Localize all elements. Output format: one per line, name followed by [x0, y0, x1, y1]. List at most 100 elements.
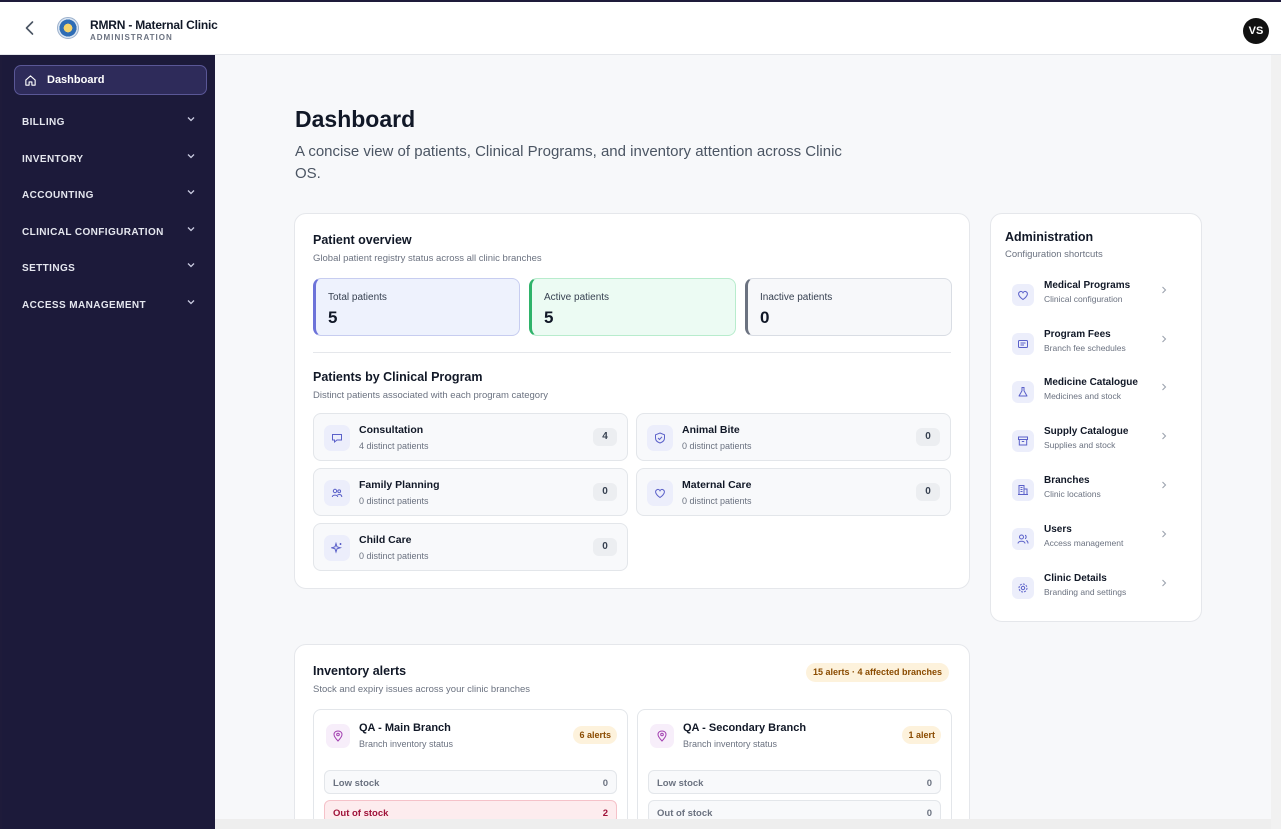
chevron-down-icon: [187, 300, 195, 305]
program-animal-bite[interactable]: Animal Bite 0 distinct patients 0: [636, 413, 951, 461]
home-icon: [25, 75, 36, 86]
horizontal-scrollbar[interactable]: [215, 819, 1271, 829]
stat-value: 5: [328, 308, 338, 327]
branch-card-secondary[interactable]: QA - Secondary Branch Branch inventory s…: [637, 709, 952, 829]
low-stock-row: Low stock 0: [324, 770, 617, 794]
program-desc: 0 distinct patients: [359, 551, 429, 561]
branch-alert-badge: 6 alerts: [573, 726, 617, 744]
stat-label: Total patients: [328, 292, 387, 303]
card-subtitle: Global patient registry status across al…: [313, 253, 542, 264]
admin-link-name: Medical Programs: [1044, 280, 1131, 291]
administration-card: Administration Configuration shortcuts M…: [990, 213, 1202, 622]
family-icon: [324, 480, 350, 506]
row-label: Low stock: [333, 778, 380, 789]
program-family-planning[interactable]: Family Planning 0 distinct patients 0: [313, 468, 628, 516]
shield-icon: [647, 425, 673, 451]
sidebar-section-access-management[interactable]: ACCESS MANAGEMENT: [22, 295, 202, 313]
program-count: 0: [593, 538, 617, 556]
admin-link-name: Branches: [1044, 475, 1090, 486]
program-child-care[interactable]: Child Care 0 distinct patients 0: [313, 523, 628, 571]
page-title: Dashboard: [295, 106, 416, 132]
program-count: 0: [593, 483, 617, 501]
admin-link-users[interactable]: Users Access management: [1004, 520, 1176, 560]
row-label: Out of stock: [333, 808, 389, 819]
branch-alert-badge: 1 alert: [902, 726, 941, 744]
admin-link-desc: Access management: [1044, 538, 1124, 548]
map-pin-icon: [326, 724, 350, 748]
row-value: 2: [602, 808, 608, 819]
low-stock-row: Low stock 0: [648, 770, 941, 794]
sidebar-section-inventory[interactable]: INVENTORY: [22, 149, 202, 167]
program-count: 4: [593, 428, 617, 446]
inventory-alerts-card: Inventory alerts Stock and expiry issues…: [294, 644, 970, 829]
chevron-down-icon: [187, 154, 195, 159]
stat-active-patients: Active patients 5: [529, 278, 736, 336]
admin-link-desc: Medicines and stock: [1044, 391, 1122, 401]
program-name: Maternal Care: [682, 479, 752, 491]
admin-link-medicine-catalogue[interactable]: Medicine Catalogue Medicines and stock: [1004, 373, 1176, 413]
sidebar-section-accounting[interactable]: ACCOUNTING: [22, 185, 202, 203]
card-title: Administration: [1005, 230, 1094, 244]
branch-name: QA - Main Branch: [359, 722, 451, 734]
clinic-logo: [57, 17, 79, 39]
row-value: 0: [926, 808, 932, 819]
chevron-right-icon: [1162, 530, 1167, 538]
card-subtitle: Stock and expiry issues across your clin…: [313, 684, 531, 695]
program-desc: 0 distinct patients: [682, 496, 752, 506]
row-value: 0: [926, 778, 932, 789]
program-desc: 0 distinct patients: [682, 441, 752, 451]
stat-label: Inactive patients: [760, 292, 833, 303]
admin-link-desc: Supplies and stock: [1044, 440, 1116, 450]
admin-link-clinic-details[interactable]: Clinic Details Branding and settings: [1004, 569, 1176, 609]
building-icon: [1012, 479, 1034, 501]
program-consultation[interactable]: Consultation 4 distinct patients 4: [313, 413, 628, 461]
admin-link-name: Supply Catalogue: [1044, 426, 1129, 437]
chevron-right-icon: [1162, 432, 1167, 440]
admin-link-program-fees[interactable]: Program Fees Branch fee schedules: [1004, 325, 1176, 365]
stat-value: 5: [544, 308, 554, 327]
branch-name: QA - Secondary Branch: [683, 722, 807, 734]
chevron-down-icon: [187, 190, 195, 195]
stat-label: Active patients: [544, 292, 610, 303]
sidebar-section-billing[interactable]: BILLING: [22, 112, 202, 130]
sidebar-section-settings[interactable]: SETTINGS: [22, 258, 202, 276]
admin-link-branches[interactable]: Branches Clinic locations: [1004, 471, 1176, 511]
chat-icon: [324, 425, 350, 451]
users-icon: [1012, 528, 1034, 550]
chevron-down-icon: [187, 263, 195, 268]
app-subtitle: ADMINISTRATION: [90, 33, 173, 42]
sidebar-section-label: ACCESS MANAGEMENT: [22, 300, 147, 311]
alerts-summary-badge: 15 alerts · 4 affected branches: [805, 663, 949, 682]
program-name: Animal Bite: [682, 424, 740, 436]
stat-total-patients: Total patients 5: [313, 278, 520, 336]
branch-card-main[interactable]: QA - Main Branch Branch inventory status…: [313, 709, 628, 829]
gear-icon: [1012, 577, 1034, 599]
chevron-down-icon: [187, 227, 195, 232]
sidebar-section-label: BILLING: [22, 117, 65, 128]
back-arrow-icon[interactable]: [20, 18, 40, 38]
heart-icon: [647, 480, 673, 506]
sidebar: Dashboard BILLING INVENTORY ACCOUNTING C…: [0, 55, 215, 829]
divider: [313, 352, 951, 353]
vertical-scrollbar[interactable]: [1271, 55, 1281, 829]
card-title: Inventory alerts: [313, 664, 407, 678]
admin-link-name: Clinic Details: [1044, 573, 1107, 584]
admin-link-medical-programs[interactable]: Medical Programs Clinical configuration: [1004, 276, 1176, 316]
sidebar-section-clinical-configuration[interactable]: CLINICAL CONFIGURATION: [22, 222, 202, 240]
chevron-right-icon: [1162, 335, 1167, 343]
admin-link-supply-catalogue[interactable]: Supply Catalogue Supplies and stock: [1004, 422, 1176, 462]
program-name: Family Planning: [359, 479, 440, 491]
program-count: 0: [916, 428, 940, 446]
card-title: Patient overview: [313, 233, 412, 247]
section-subtitle: Distinct patients associated with each p…: [313, 390, 548, 401]
branch-desc: Branch inventory status: [359, 739, 454, 749]
sidebar-item-dashboard[interactable]: Dashboard: [14, 65, 207, 95]
app-title: RMRN - Maternal Clinic: [90, 18, 218, 32]
flask-icon: [1012, 381, 1034, 403]
patient-overview-card: Patient overview Global patient registry…: [294, 213, 970, 589]
program-count: 0: [916, 483, 940, 501]
program-name: Child Care: [359, 534, 412, 546]
program-desc: 4 distinct patients: [359, 441, 429, 451]
user-avatar[interactable]: VS: [1243, 18, 1269, 44]
program-maternal-care[interactable]: Maternal Care 0 distinct patients 0: [636, 468, 951, 516]
